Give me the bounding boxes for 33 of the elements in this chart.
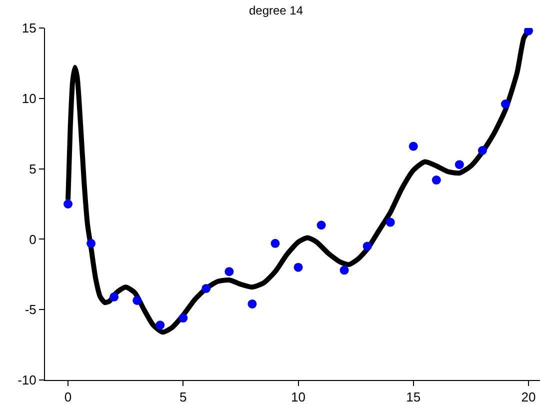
- point: [500, 100, 510, 109]
- point: [294, 262, 303, 272]
- point: [86, 238, 96, 248]
- point: [454, 160, 464, 170]
- point: [224, 267, 234, 276]
- point: [156, 320, 165, 330]
- y-tick-label: 5: [29, 161, 36, 176]
- point: [132, 296, 142, 305]
- point: [64, 200, 73, 208]
- point: [316, 220, 326, 230]
- y-tick-label: 15: [22, 20, 36, 36]
- x-tick-label: 15: [406, 390, 421, 405]
- x-tick-label: 0: [64, 390, 72, 405]
- y-tick-label: 10: [22, 90, 36, 106]
- point: [524, 28, 533, 36]
- point: [270, 238, 280, 248]
- point: [432, 176, 441, 185]
- x-tick-label: 20: [521, 390, 536, 405]
- point: [110, 292, 119, 302]
- point: [202, 284, 211, 293]
- x-tick-label: 5: [180, 390, 187, 405]
- point: [248, 299, 257, 308]
- point: [478, 146, 487, 155]
- point: [408, 142, 418, 151]
- point: [178, 314, 188, 323]
- point: [362, 242, 372, 251]
- x-tick-label: 10: [291, 390, 306, 405]
- y-tick-label: 0: [29, 232, 36, 247]
- chart-title: degree 14: [248, 4, 304, 18]
- y-tick-label: -10: [18, 372, 36, 388]
- point: [386, 218, 395, 227]
- y-tick-label: -5: [24, 302, 36, 318]
- point: [340, 266, 349, 275]
